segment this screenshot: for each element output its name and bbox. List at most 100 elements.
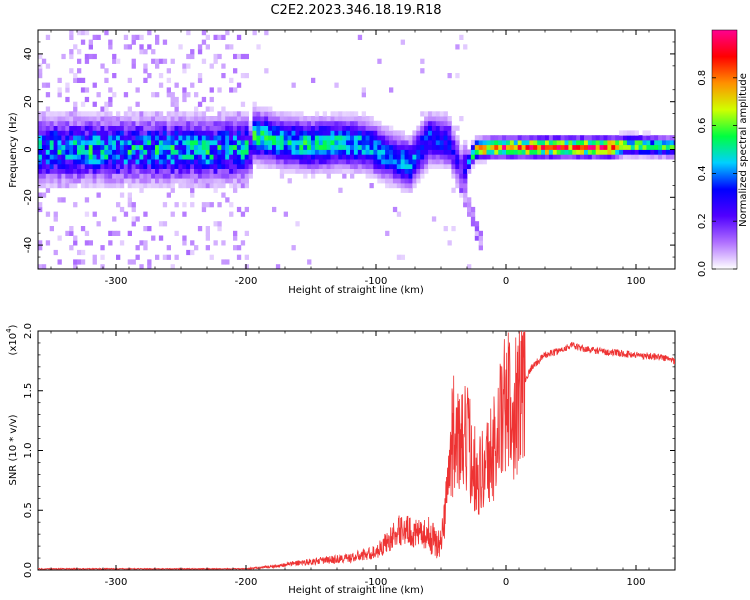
- spectrogram-cell: [229, 120, 234, 126]
- spectrogram-cell: [143, 159, 148, 165]
- spectrogram-cell: [38, 68, 43, 74]
- spectrogram-cell: [400, 168, 405, 174]
- spectrogram-cell: [396, 178, 402, 184]
- spectrogram-cell: [377, 139, 382, 146]
- spectrogram-cell: [291, 130, 296, 136]
- spectrogram-cell: [295, 111, 300, 117]
- spectrogram-cell: [502, 144, 507, 150]
- spectrogram-cell: [369, 135, 374, 141]
- spectrogram-cell: [190, 144, 195, 150]
- spectrogram-cell: [162, 173, 168, 179]
- spectrogram-cell: [92, 82, 97, 88]
- spectrogram-cell: [506, 135, 511, 141]
- spectrogram-cell: [361, 92, 366, 98]
- spectrogram-cell: [123, 139, 129, 146]
- spectrogram-cell: [69, 163, 74, 169]
- spectrogram-cell: [342, 125, 347, 131]
- spectrogram-cell: [170, 111, 175, 117]
- spectrogram-cell: [509, 139, 515, 146]
- spectrogram-cell: [248, 120, 253, 126]
- spectrogram-cell: [49, 130, 54, 136]
- spectrogram-cell: [525, 144, 530, 150]
- spectrogram-cell: [53, 154, 58, 160]
- spectrogram-cell: [57, 173, 62, 179]
- spectrogram-cell: [162, 159, 168, 165]
- spectrogram-cell: [201, 30, 207, 36]
- spectrogram-cell: [256, 149, 261, 155]
- spectrogram-cell: [326, 120, 331, 126]
- spectrogram-cell: [38, 120, 43, 126]
- spectrogram-cell: [533, 139, 538, 146]
- spectrogram-cell: [104, 30, 109, 36]
- spectrogram-cell: [162, 39, 168, 45]
- spectrogram-cell: [119, 116, 125, 122]
- spectrogram-cell: [80, 149, 86, 155]
- spectrogram-cell: [416, 154, 421, 160]
- spectrogram-cell: [431, 111, 437, 117]
- spectrogram-cell: [455, 139, 460, 146]
- spectrogram-cell: [311, 163, 316, 169]
- spectrogram-cell: [69, 183, 74, 189]
- spectrogram-cell: [80, 130, 86, 136]
- spectrogram-cell: [357, 163, 363, 169]
- spectrogram-cell: [77, 30, 82, 36]
- spectrogram-cell: [416, 168, 421, 174]
- spectrogram-cell: [264, 111, 269, 117]
- spectrogram-cell: [213, 221, 218, 227]
- spectrogram-cell: [650, 149, 655, 155]
- spectrogram-cell: [240, 73, 246, 79]
- spectrogram-cell: [283, 144, 288, 150]
- spectrogram-cell: [217, 34, 222, 40]
- spectrogram-cell: [240, 163, 246, 169]
- spectrogram-cell: [322, 159, 327, 165]
- spectrogram-cell: [541, 154, 546, 160]
- spectrogram-cell: [49, 163, 54, 169]
- spectrogram-cell: [272, 116, 277, 122]
- spectrogram-cell: [182, 240, 187, 246]
- spectrogram-cell: [186, 139, 191, 146]
- spectrogram-cell: [459, 168, 464, 174]
- spectrogram-cell: [455, 144, 460, 150]
- spectrogram-cell: [630, 144, 636, 150]
- spectrogram-cell: [408, 178, 413, 184]
- spectrogram-cell: [65, 163, 70, 169]
- spectrogram-cell: [53, 125, 58, 131]
- spectrogram-cell: [377, 159, 382, 165]
- spectrogram-cell: [252, 116, 257, 122]
- spectrogram-cell: [77, 149, 82, 155]
- spectrogram-cell: [252, 135, 257, 141]
- spectrogram-cell: [595, 139, 600, 146]
- spectrogram-cell: [201, 130, 207, 136]
- spectrogram-cell: [201, 120, 207, 126]
- spectrogram-cell: [299, 144, 304, 150]
- spectrogram-cell: [244, 154, 249, 160]
- spectrogram-cell: [112, 73, 117, 79]
- spectrogram-cell: [322, 120, 327, 126]
- spectrogram-cell: [77, 130, 82, 136]
- spectrogram-cell: [318, 139, 324, 146]
- spectrogram-cell: [357, 125, 363, 131]
- spectrogram-cell: [291, 111, 296, 117]
- spectrogram-cell: [80, 178, 86, 184]
- spectrogram-cell: [361, 120, 366, 126]
- spectrogram-cell: [396, 130, 402, 136]
- spectrogram-cell: [334, 154, 339, 160]
- spectrogram-cell: [560, 144, 565, 150]
- spectrogram-cell: [619, 139, 624, 146]
- spectrogram-cell: [615, 139, 620, 146]
- spectrogram-cell: [326, 135, 331, 141]
- spectrogram-cell: [143, 139, 148, 146]
- spectrogram-cell: [162, 130, 168, 136]
- spectrogram-cell: [404, 139, 409, 146]
- spectrogram-cell: [529, 135, 534, 141]
- spectrogram-cell: [123, 44, 129, 50]
- spectrogram-cell: [275, 264, 281, 269]
- spectrogram-cell: [623, 135, 628, 141]
- spectrogram-cell: [502, 135, 507, 141]
- spectrogram-cell: [545, 135, 550, 141]
- spectrogram-cell: [264, 68, 269, 74]
- spectrogram-cell: [73, 139, 78, 146]
- spectrogram-cell: [435, 120, 441, 126]
- spectrogram-cell: [662, 139, 667, 146]
- spectrogram-cell: [287, 149, 292, 155]
